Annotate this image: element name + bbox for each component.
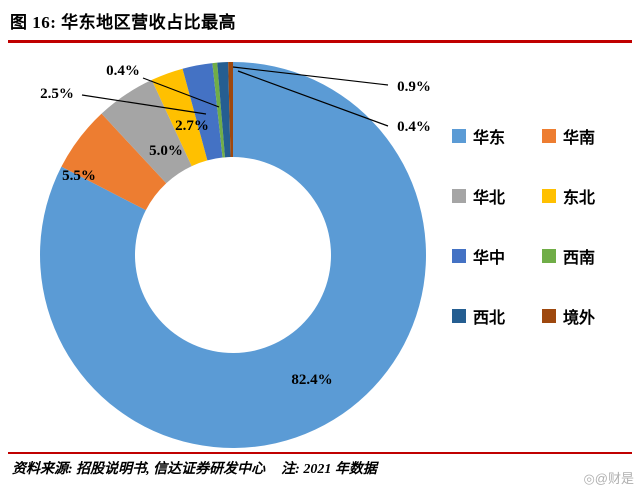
legend-item-huanan: 华南 [542, 124, 632, 148]
legend-swatch-xibei [452, 309, 466, 323]
legend-swatch-huadong [452, 129, 466, 143]
legend-item-xinan: 西南 [542, 244, 632, 268]
source-note: 资料来源: 招股说明书, 信达证券研发中心 注: 2021 年数据 [12, 458, 377, 478]
data-label-jingwai: 0.4% [397, 119, 431, 135]
legend-swatch-dongbei [542, 189, 556, 203]
donut-chart: 0.4% 2.5% 2.7% 5.0% 5.5% 0.9% 0.4% 82.4% [40, 61, 431, 449]
watermark: ◎@财是 [583, 471, 634, 486]
leader-line-xibei [232, 66, 389, 86]
legend-item-xibei: 西北 [452, 304, 542, 328]
legend-swatch-huanan [542, 129, 556, 143]
note-text: 注: 2021 年数据 [281, 462, 377, 477]
legend-item-huadong: 华东 [452, 124, 542, 148]
legend-item-jingwai: 境外 [542, 304, 632, 328]
legend-label-huabei: 华北 [473, 190, 506, 207]
legend-item-huabei: 华北 [452, 184, 542, 208]
legend-label-huadong: 华东 [473, 130, 506, 147]
pie-slice-huabei [101, 79, 192, 184]
data-label-huabei: 5.0% [149, 143, 183, 159]
legend-label-xibei: 西北 [473, 310, 506, 327]
data-label-xinan: 0.4% [106, 63, 140, 79]
data-label-huanan: 5.5% [62, 168, 96, 184]
leader-line-jingwai [237, 70, 389, 127]
legend-label-xinan: 西南 [563, 250, 596, 267]
leader-line-xinan [142, 77, 220, 108]
donut-slices-group [40, 61, 427, 449]
legend-item-huazhong: 华中 [452, 244, 542, 268]
figure-title: 图 16: 华东地区营收占比最高 [10, 13, 237, 32]
leader-line-huazhong [81, 94, 207, 115]
pie-slice-xinan [212, 62, 225, 158]
data-label-xibei: 0.9% [397, 79, 431, 95]
pie-slice-xibei [217, 62, 231, 158]
legend-swatch-jingwai [542, 309, 556, 323]
legend-swatch-huabei [452, 189, 466, 203]
title-underline-rule [8, 40, 632, 43]
pie-slice-dongbei [151, 68, 208, 167]
legend-swatch-huazhong [452, 249, 466, 263]
data-label-dongbei: 2.7% [175, 118, 209, 134]
data-label-huazhong: 2.5% [40, 86, 74, 102]
source-text: 资料来源: 招股说明书, 信达证券研发中心 [12, 462, 266, 477]
legend-label-jingwai: 境外 [563, 310, 596, 327]
footer-rule [8, 452, 632, 454]
data-label-huadong: 82.4% [291, 372, 332, 388]
legend-label-huanan: 华南 [563, 130, 596, 147]
pie-slice-huanan [61, 113, 167, 211]
legend-label-dongbei: 东北 [563, 190, 596, 207]
legend-swatch-xinan [542, 249, 556, 263]
pie-slice-jingwai [228, 61, 233, 158]
legend-label-huazhong: 华中 [473, 250, 506, 267]
chart-legend: 华东 华南 华北 东北 华中 西南 西北 境外 [452, 106, 632, 346]
legend-item-dongbei: 东北 [542, 184, 632, 208]
pie-slice-huazhong [182, 63, 223, 161]
pie-slice-huadong [40, 62, 427, 449]
